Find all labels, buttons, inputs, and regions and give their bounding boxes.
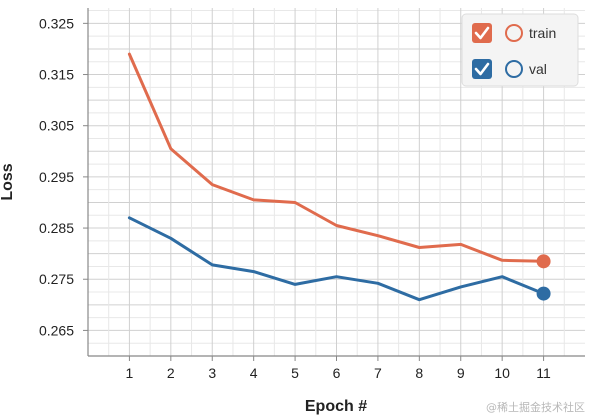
legend-item-val[interactable]: val [472, 59, 547, 79]
grid [88, 8, 585, 357]
y-tick-label: 0.265 [39, 322, 74, 338]
x-axis-ticks: 1 2 3 4 5 6 7 8 9 10 11 [126, 356, 551, 381]
y-axis-label: Loss [0, 163, 16, 200]
x-tick-label: 10 [494, 365, 510, 381]
x-tick-label: 6 [333, 365, 341, 381]
check-icon [474, 62, 490, 76]
y-tick-label: 0.275 [39, 271, 74, 287]
x-tick-label: 3 [208, 365, 216, 381]
series-line-val [127, 216, 546, 302]
x-tick-label: 1 [126, 365, 134, 381]
y-tick-label: 0.315 [39, 67, 74, 83]
series-layer [127, 52, 551, 302]
x-tick-label: 11 [536, 365, 551, 381]
x-tick-label: 9 [457, 365, 465, 381]
x-tick-label: 2 [167, 365, 175, 381]
y-tick-label: 0.285 [39, 220, 74, 236]
series-line-train [127, 52, 546, 263]
x-tick-label: 5 [291, 365, 299, 381]
legend-marker-val [505, 60, 523, 78]
y-tick-label: 0.295 [39, 169, 74, 185]
x-tick-label: 7 [374, 365, 382, 381]
legend-label-train: train [529, 25, 556, 41]
legend-item-train[interactable]: train [472, 23, 556, 43]
series-point-val [536, 286, 551, 301]
legend: train val [461, 13, 579, 87]
series-point-train [536, 254, 551, 269]
legend-label-val: val [529, 61, 547, 77]
y-tick-label: 0.305 [39, 118, 74, 134]
legend-marker-train [505, 24, 523, 42]
watermark: @稀土掘金技术社区 [486, 400, 585, 414]
series-val [127, 216, 551, 302]
y-tick-label: 0.325 [39, 15, 74, 31]
x-axis-label: Epoch # [305, 398, 367, 415]
x-tick-label: 4 [250, 365, 258, 381]
x-tick-label: 8 [415, 365, 423, 381]
check-icon [474, 26, 490, 40]
series-train [127, 52, 551, 269]
y-axis-ticks: 0.265 0.275 0.285 0.295 0.305 0.315 0.325 [39, 15, 88, 338]
